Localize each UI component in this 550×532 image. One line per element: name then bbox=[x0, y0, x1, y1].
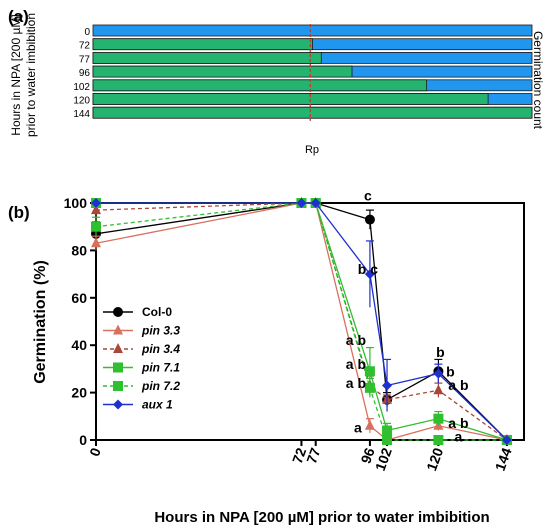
data-point bbox=[364, 214, 375, 225]
significance-letter: a bbox=[455, 429, 463, 445]
legend-item: pin 7.1 bbox=[103, 361, 180, 375]
series-aux-1 bbox=[91, 198, 512, 445]
legend-label: pin 7.1 bbox=[141, 361, 180, 375]
legend-label: aux 1 bbox=[142, 398, 173, 412]
legend-label: pin 3.3 bbox=[141, 324, 180, 338]
legend-item: Col-0 bbox=[103, 305, 172, 319]
row-label: 120 bbox=[73, 96, 90, 107]
x-tick-label: 77 bbox=[303, 445, 323, 465]
x-tick-label: 96 bbox=[357, 445, 377, 465]
legend-marker bbox=[113, 362, 123, 373]
significance-letter: b bbox=[436, 344, 445, 360]
y-tick-label: 60 bbox=[71, 290, 87, 306]
data-point bbox=[364, 382, 375, 393]
significance-letter: a b bbox=[448, 415, 468, 431]
panel-b: (b) Germination (%) Hours in NPA [200 µM… bbox=[8, 188, 525, 526]
bar-green-segment bbox=[92, 106, 533, 119]
panel-a-bars: 0 72 77 96 102 120 144 bbox=[73, 24, 533, 120]
legend: Col-0 pin 3.3 pin 3.4 pin 7.1 pin 7.2 aux 1 bbox=[103, 305, 180, 412]
y-tick-label: 80 bbox=[71, 242, 87, 258]
data-point bbox=[382, 380, 393, 391]
bar-row bbox=[92, 24, 533, 37]
x-tick-label: 72 bbox=[289, 445, 309, 465]
data-point bbox=[310, 198, 321, 208]
svg-text:Germination (%): Germination (%) bbox=[32, 260, 49, 384]
significance-letter: a bbox=[354, 420, 362, 436]
significance-letter: a b bbox=[346, 375, 366, 391]
significance-letter: b bbox=[446, 364, 455, 380]
row-label: 96 bbox=[79, 68, 91, 79]
data-point bbox=[433, 435, 444, 445]
legend-item: aux 1 bbox=[103, 398, 173, 412]
x-tick-label: 120 bbox=[423, 445, 446, 473]
legend-marker bbox=[113, 399, 123, 410]
bar-green-segment bbox=[92, 52, 322, 64]
panel-a-ylabel-line2: prior to water imbibition bbox=[24, 13, 38, 137]
data-point bbox=[364, 269, 375, 280]
y-tick-label: 0 bbox=[79, 432, 87, 448]
significance-letter: c bbox=[364, 188, 372, 204]
x-tick-label: 144 bbox=[492, 445, 515, 473]
significance-letter: b c bbox=[358, 261, 378, 277]
data-point bbox=[364, 419, 375, 430]
panel-a-label: (a) bbox=[8, 7, 29, 26]
legend-item: pin 3.4 bbox=[103, 342, 180, 356]
data-point bbox=[91, 221, 101, 232]
data-point bbox=[382, 425, 393, 436]
legend-marker bbox=[113, 307, 123, 317]
legend-label: Col-0 bbox=[142, 305, 172, 319]
data-point bbox=[501, 435, 512, 445]
row-label: 72 bbox=[79, 41, 91, 52]
legend-label: pin 7.2 bbox=[141, 379, 180, 393]
bar-green-segment bbox=[92, 93, 489, 105]
data-point bbox=[382, 435, 393, 445]
panel-a: (a) Hours in NPA [200 µM] prior to water… bbox=[8, 7, 545, 156]
rp-marker-label: Rp bbox=[305, 144, 319, 156]
panel-a-ylabel: Hours in NPA [200 µM] prior to water imb… bbox=[9, 13, 38, 137]
data-point bbox=[91, 237, 101, 248]
x-axis-title: Hours in NPA [200 µM] prior to water imb… bbox=[154, 509, 489, 526]
row-label: 144 bbox=[73, 109, 90, 120]
bar-green-segment bbox=[92, 38, 313, 51]
legend-marker bbox=[113, 381, 123, 391]
data-point bbox=[433, 413, 444, 424]
data-point bbox=[296, 198, 307, 208]
data-point bbox=[91, 198, 101, 208]
y-tick-label: 100 bbox=[64, 195, 88, 211]
x-tick-label: 0 bbox=[86, 445, 104, 458]
row-label: 77 bbox=[79, 54, 91, 65]
legend-item: pin 7.2 bbox=[103, 379, 180, 393]
significance-letter: a b bbox=[346, 332, 366, 348]
legend-marker bbox=[113, 324, 123, 335]
legend-marker bbox=[113, 343, 123, 353]
data-point bbox=[433, 368, 444, 379]
panel-b-label: (b) bbox=[8, 203, 30, 222]
svg-text:Germination count: Germination count bbox=[531, 31, 545, 130]
data-point bbox=[91, 204, 101, 215]
data-point bbox=[433, 384, 444, 395]
significance-letter: a b bbox=[346, 356, 366, 372]
y-axis-title: Germination (%) bbox=[32, 260, 49, 384]
row-label: 0 bbox=[84, 27, 90, 38]
legend-item: pin 3.3 bbox=[103, 324, 180, 338]
x-tick-label: 102 bbox=[372, 445, 395, 473]
data-point bbox=[364, 366, 375, 377]
y-tick-label: 40 bbox=[71, 337, 87, 353]
panel-a-ylabel-line1: Hours in NPA [200 µM] bbox=[9, 14, 23, 135]
row-label: 102 bbox=[73, 82, 90, 93]
legend-label: pin 3.4 bbox=[141, 342, 180, 356]
y-tick-label: 20 bbox=[71, 385, 87, 401]
bar-green-segment bbox=[92, 79, 428, 92]
significance-letter: a b bbox=[448, 377, 468, 393]
bar-green-segment bbox=[92, 65, 353, 78]
panel-a-right-label: Germination count bbox=[531, 31, 545, 130]
